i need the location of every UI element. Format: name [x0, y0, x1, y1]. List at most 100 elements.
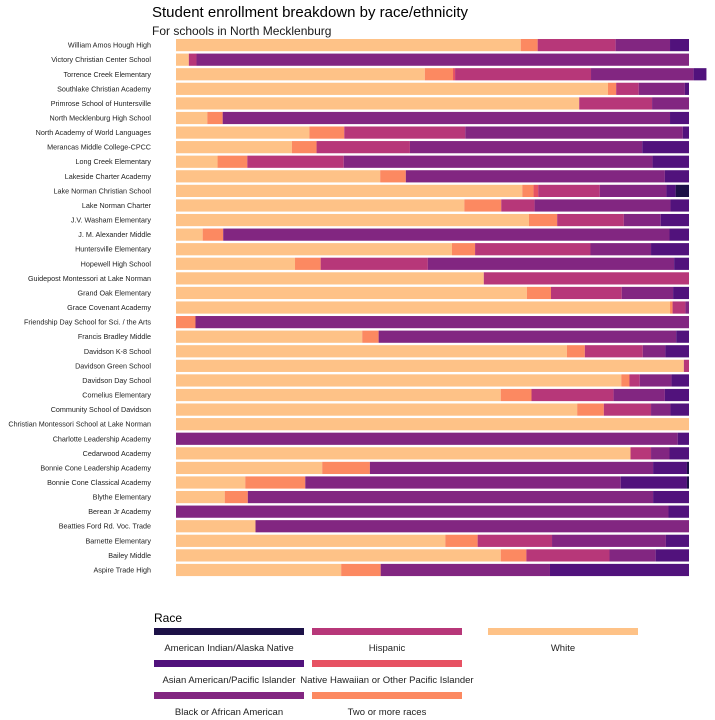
bar-segment — [674, 257, 689, 270]
bar-segment — [475, 243, 591, 256]
legend-title: Race — [154, 611, 182, 625]
bar-segment — [369, 461, 654, 475]
bar-segment — [693, 68, 707, 81]
category-label: Southlake Christian Academy — [57, 84, 151, 93]
bar-segment — [522, 184, 534, 197]
bar-segment — [642, 345, 666, 358]
legend: Race American Indian/Alaska Native Asian … — [154, 611, 638, 718]
bar-segment — [176, 126, 310, 139]
bar-segment — [362, 330, 379, 343]
bar-segment — [291, 141, 317, 154]
bar-segment — [653, 490, 689, 504]
bar-segment — [557, 213, 624, 227]
bar-segment — [638, 82, 685, 95]
chart-title: Student enrollment breakdown by race/eth… — [152, 4, 469, 21]
bar-segment — [223, 228, 670, 241]
legend-label: Black or African American — [175, 707, 283, 718]
bar-segment — [380, 563, 550, 577]
bar-segment — [579, 97, 653, 110]
bar-segment — [652, 155, 689, 168]
bar-segment — [664, 388, 689, 402]
legend-label: White — [551, 643, 575, 654]
bar-segment — [673, 286, 689, 300]
bar-segment — [195, 316, 689, 329]
category-label: J. M. Alexander Middle — [78, 230, 151, 239]
category-label: North Academy of World Languages — [36, 128, 152, 137]
bar-segment — [630, 447, 652, 460]
bar-segment — [669, 447, 689, 460]
legend-label: Native Hawaiian or Other Pacific Islande… — [300, 675, 473, 686]
category-label: Guidepost Montessori at Lake Norman — [28, 274, 151, 283]
bar-segment — [176, 461, 323, 475]
bar-segment — [222, 111, 671, 125]
bar-segment — [176, 476, 246, 489]
bar-segment — [176, 272, 484, 285]
bar-segment — [245, 476, 306, 489]
bar-segment — [176, 184, 523, 197]
bar-segment — [526, 549, 610, 562]
bar-segment — [652, 97, 689, 110]
bar-segment — [651, 243, 689, 256]
bar-segment — [500, 388, 532, 402]
bar-segment — [682, 126, 689, 139]
bar-segment — [176, 155, 218, 168]
bar-segment — [603, 403, 652, 416]
bar-segment — [176, 213, 529, 227]
bar-segment — [341, 563, 381, 577]
bar-segment — [653, 461, 687, 475]
legend-label: Two or more races — [348, 707, 427, 718]
bar-segment — [176, 257, 296, 270]
bar-segment — [176, 549, 501, 562]
bar-segment — [176, 141, 292, 154]
bar-segment — [566, 345, 585, 358]
legend-key — [488, 628, 638, 635]
bar-segment — [686, 461, 689, 475]
bar-segment — [677, 432, 689, 445]
bar-segment — [613, 388, 665, 402]
bar-segment — [684, 82, 689, 95]
bar-segment — [344, 126, 466, 139]
legend-key — [154, 660, 304, 667]
bar-segment — [176, 330, 363, 343]
category-label: Bonnie Cone Classical Academy — [47, 478, 151, 487]
legend-label: Asian American/Pacific Islander — [162, 675, 295, 686]
bar-segment — [176, 520, 256, 533]
bar-segment — [551, 286, 622, 300]
bar-segment — [176, 505, 669, 518]
bar-segment — [176, 403, 578, 416]
bar-segment — [176, 534, 446, 547]
bar-segment — [176, 418, 689, 431]
bar-segment — [343, 155, 653, 168]
category-label: Huntersville Elementary — [75, 245, 151, 254]
bar-segment — [295, 257, 321, 270]
bar-segment — [669, 228, 689, 241]
category-label: Victory Christian Center School — [51, 55, 151, 64]
bar-segment — [224, 490, 248, 504]
bar-segment — [176, 111, 208, 125]
bar-segment — [577, 403, 604, 416]
bar-segment — [196, 53, 689, 66]
bar-segment — [668, 505, 689, 518]
category-label: Torrence Creek Elementary — [64, 70, 152, 79]
bar-segment — [316, 141, 410, 154]
bar-segment — [453, 68, 456, 81]
bar-segment — [176, 53, 189, 66]
bar-segment — [538, 184, 600, 197]
category-label: Lake Norman Christian School — [54, 186, 152, 195]
bar-segment — [683, 359, 689, 372]
bar-segment — [477, 534, 553, 547]
bar-segment — [176, 447, 631, 460]
bar-segment — [176, 359, 684, 372]
category-label: Primrose School of Huntersville — [51, 99, 151, 108]
category-label: Grand Oak Elementary — [77, 288, 151, 297]
bar-segment — [455, 68, 592, 81]
category-label: Bonnie Cone Leadership Academy — [40, 463, 151, 472]
bar-segment — [501, 199, 535, 212]
legend-key — [312, 628, 462, 635]
bar-segment — [670, 403, 689, 416]
bar-segment — [176, 432, 678, 445]
bar-segment — [651, 403, 671, 416]
bar-segment — [665, 534, 689, 547]
category-labels: William Amos Hough High Victory Christian… — [8, 41, 151, 575]
bar-segment — [247, 490, 654, 504]
